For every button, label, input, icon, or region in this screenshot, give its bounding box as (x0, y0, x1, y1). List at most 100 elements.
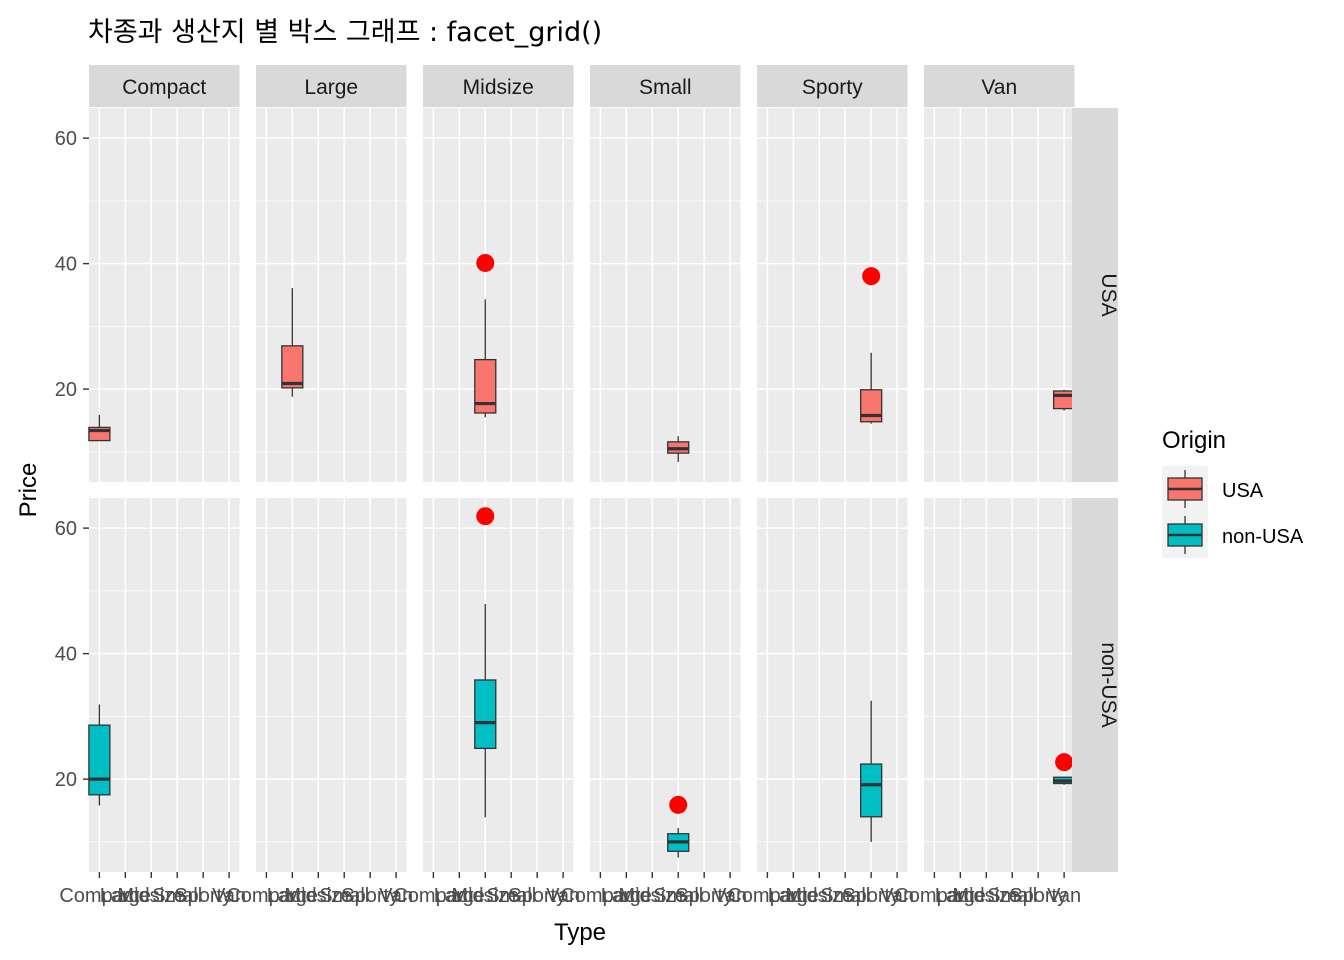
x-tick-label: Midsize (284, 885, 352, 907)
strip-large: Large (256, 65, 407, 107)
panel-non-usa-sporty (757, 498, 908, 872)
y-tick-label: 60 (55, 518, 77, 540)
box-iqr (88, 724, 111, 796)
boxplot-usa-large (281, 288, 304, 397)
outlier-point (1055, 753, 1074, 772)
boxplot-non-usa-compact (88, 704, 111, 806)
boxplot-usa-sporty (860, 267, 883, 424)
strip-label-van: Van (981, 76, 1017, 99)
x-tick-label: Midsize (618, 885, 686, 907)
x-tick-label: Van (1047, 885, 1081, 907)
box-iqr (860, 763, 883, 818)
box-iqr (474, 679, 497, 750)
panel-non-usa-midsize (423, 498, 574, 872)
panel-usa-large (256, 108, 407, 482)
panel-usa-small (590, 108, 741, 482)
legend-item-usa: USA (1162, 466, 1264, 512)
x-tick-label: Large (434, 885, 485, 907)
x-tick-label: Sporty (1009, 885, 1067, 907)
legend: Origin USA non-USA (1162, 427, 1304, 558)
strip-label-sporty: Sporty (802, 76, 863, 99)
box-iqr (474, 358, 497, 414)
strip-label-large: Large (304, 76, 358, 99)
strip-midsize: Midsize (423, 65, 574, 107)
x-tick-label: Van (212, 885, 246, 907)
strip-non-usa: non-USA (1072, 498, 1120, 872)
boxplot-usa-small (667, 436, 690, 462)
strip-label-compact: Compact (122, 76, 206, 99)
panel-usa-compact (89, 108, 240, 482)
strip-van: Van (924, 65, 1075, 107)
y-axis-label: Price (15, 463, 42, 518)
x-tick-label: Large (601, 885, 652, 907)
boxplot-non-usa-sporty (860, 700, 883, 842)
outlier-point (476, 253, 495, 272)
x-tick-label: Small (820, 885, 870, 907)
boxplot-non-usa-midsize (474, 507, 497, 818)
strip-label-midsize: Midsize (463, 76, 534, 99)
boxplot-usa-midsize (474, 253, 497, 418)
x-tick-label: Van (546, 885, 580, 907)
x-tick-label: Midsize (785, 885, 853, 907)
strip-label-non-usa: non-USA (1097, 642, 1120, 727)
x-tick-label: Van (713, 885, 747, 907)
strip-small: Small (590, 65, 741, 107)
x-tick-label: Compact (560, 885, 640, 907)
x-tick-label: Large (267, 885, 318, 907)
panel-usa-sporty (757, 108, 908, 482)
x-tick-label: Sporty (341, 885, 399, 907)
panel-usa-van (924, 108, 1075, 482)
panel-non-usa-van (924, 498, 1075, 872)
strip-usa: USA (1072, 108, 1120, 482)
strip-sporty: Sporty (757, 65, 908, 107)
legend-item-non-usa: non-USA (1162, 512, 1304, 558)
x-tick-label: Midsize (117, 885, 185, 907)
legend-title: Origin (1162, 427, 1226, 454)
legend-label-usa: USA (1222, 480, 1264, 502)
x-axis: CompactLargeMidsizeSmallSportyVanCompact… (59, 872, 1081, 907)
box-iqr (1052, 390, 1076, 410)
x-tick-label: Large (768, 885, 819, 907)
x-tick-label: Small (653, 885, 703, 907)
x-tick-label: Midsize (952, 885, 1020, 907)
y-tick-label: 60 (55, 128, 77, 150)
y-tick-label: 20 (55, 769, 77, 791)
box-iqr (860, 389, 883, 423)
boxplot-usa-compact (88, 414, 111, 442)
x-tick-label: Midsize (451, 885, 519, 907)
x-tick-label: Small (987, 885, 1037, 907)
panel-non-usa-compact (89, 498, 240, 872)
x-tick-label: Compact (894, 885, 974, 907)
x-tick-label: Compact (393, 885, 473, 907)
x-axis-label: Type (554, 919, 606, 946)
y-tick-label: 20 (55, 379, 77, 401)
panel-usa-midsize (423, 108, 574, 482)
strip-label-small: Small (639, 76, 692, 99)
x-tick-label: Small (152, 885, 202, 907)
box-iqr (281, 345, 304, 389)
outlier-point (476, 507, 495, 526)
boxplot-non-usa-small (667, 795, 690, 858)
x-tick-label: Compact (226, 885, 306, 907)
chart-title: 차종과 생산지 별 박스 그래프 : facet_grid() (88, 17, 602, 48)
x-tick-label: Sporty (174, 885, 232, 907)
y-axis: 20 40 60 20 40 60 (55, 128, 89, 791)
x-tick-label: Sporty (842, 885, 900, 907)
x-tick-label: Large (100, 885, 151, 907)
x-tick-label: Small (486, 885, 536, 907)
facet-panels (88, 108, 1076, 872)
x-tick-label: Van (880, 885, 914, 907)
x-tick-label: Sporty (508, 885, 566, 907)
x-tick-label: Compact (727, 885, 807, 907)
x-tick-label: Van (379, 885, 413, 907)
x-tick-label: Large (935, 885, 986, 907)
y-tick-label: 40 (55, 254, 77, 276)
outlier-point (862, 267, 881, 286)
x-tick-label: Sporty (675, 885, 733, 907)
panel-non-usa-small (590, 498, 741, 872)
legend-label-non-usa: non-USA (1222, 526, 1304, 548)
strip-compact: Compact (89, 65, 240, 107)
x-tick-label: Compact (59, 885, 139, 907)
panel-non-usa-large (256, 498, 407, 872)
